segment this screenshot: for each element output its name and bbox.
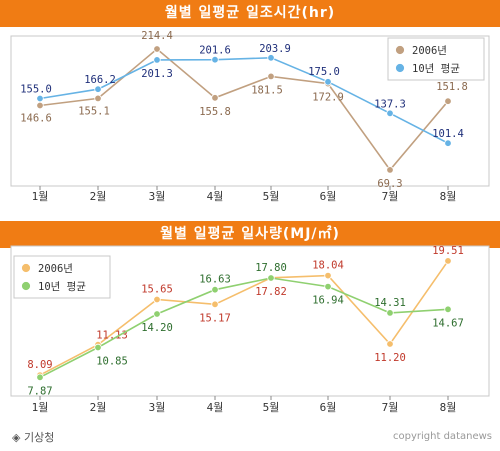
chart1-series2-point [36, 94, 44, 103]
chart2-series2-data-label: 14.31 [374, 297, 406, 309]
chart1-series1-point [94, 94, 102, 103]
chart1-series1-line [39, 47, 449, 172]
chart2-x-tick-label: 2월 [90, 401, 107, 414]
chart1-series1-data-label: 155.8 [199, 106, 231, 118]
chart2-series2-data-label: 10.85 [96, 356, 128, 368]
chart1-x-tick-label: 8월 [440, 190, 457, 203]
chart1-x-tick-label: 7월 [382, 190, 399, 203]
chart1-series2-point [324, 78, 332, 86]
chart1-series2-point [386, 109, 394, 117]
chart1-series2-data-label: 155.0 [20, 84, 52, 96]
chart1-legend-swatch [395, 63, 405, 73]
chart1-legend-box [387, 37, 485, 81]
chart1-x-tick-label: 4월 [207, 190, 224, 203]
chart2-legend-swatch [21, 281, 31, 291]
chart1-series1-data-label: 151.8 [436, 81, 468, 93]
chart2-series2-point [324, 282, 332, 291]
chart2-series2-point [386, 309, 394, 317]
chart2-series1-point [324, 271, 332, 280]
chart1-series2-point [94, 85, 102, 93]
chart1-x-tick-label: 3월 [149, 190, 166, 203]
chart1-series2-point [444, 139, 452, 147]
chart2-x-tick-label: 6월 [320, 401, 337, 414]
chart1-x-tick-label: 5월 [263, 190, 280, 203]
chart2-series2-line [39, 277, 449, 379]
chart1-series1-data-label: 172.9 [312, 92, 344, 104]
chart1-x-tick-label: 1월 [32, 190, 49, 203]
chart1-series1-data-label: 69.3 [377, 178, 402, 190]
chart2-series2-point [211, 286, 219, 294]
chart1-series1-point [36, 101, 44, 110]
chart2-legend-label: 2006년 [38, 263, 73, 275]
chart2-series1-data-label: 15.17 [199, 312, 231, 324]
chart2-series2-data-label: 17.80 [255, 262, 287, 274]
chart2-series1-point [211, 300, 219, 308]
chart2-series1-point [386, 340, 394, 348]
chart2-x-tick-label: 4월 [207, 401, 224, 414]
chart1-series2-data-label: 137.3 [374, 98, 406, 110]
chart2-series1-data-label: 17.82 [255, 286, 287, 298]
chart1-series2-data-label: 203.9 [259, 43, 291, 55]
chart2-series1-data-label: 11.13 [96, 330, 128, 342]
chart2-legend-swatch [21, 263, 31, 273]
chart2-x-tick-label: 1월 [32, 401, 49, 414]
chart2-legend-box [13, 255, 111, 299]
chart2-series2-data-label: 14.20 [141, 322, 173, 334]
chart2-series1-data-label: 18.04 [312, 260, 344, 272]
chart1-title: 월별 일평균 일조시간(hr) [0, 0, 500, 27]
chart2-series2-data-label: 14.67 [432, 317, 464, 329]
chart2-series2-point [36, 373, 44, 381]
chart2-x-tick-label: 5월 [263, 401, 280, 414]
chart1-series2-point [211, 56, 219, 64]
chart2-legend-label: 10년 평균 [38, 281, 86, 293]
chart2-series2-data-label: 16.63 [199, 274, 231, 286]
chart2-title: 월별 일평균 일사량(MJ/㎡) [0, 221, 500, 248]
chart2-series1-data-label: 11.20 [374, 352, 406, 364]
chart1-legend-label: 2006년 [412, 45, 447, 57]
chart1-series1-point [444, 97, 452, 105]
chart1-series1-point [153, 45, 161, 53]
chart1-series1-point [386, 166, 394, 174]
chart2-series2-point [94, 343, 102, 352]
chart2-series1-data-label: 15.65 [141, 284, 173, 296]
chart2-x-tick-label: 8월 [440, 401, 457, 414]
chart2-series1-point [444, 257, 452, 265]
chart1-series1-data-label: 214.4 [141, 30, 173, 42]
chart1-series1-data-label: 155.1 [78, 105, 110, 117]
chart1-series2-data-label: 201.3 [141, 68, 173, 80]
copyright-label: copyright datanews [393, 431, 492, 442]
chart1-series2-data-label: 166.2 [84, 74, 116, 86]
chart1-series2-data-label: 101.4 [432, 128, 464, 140]
chart1-legend-swatch [395, 45, 405, 55]
chart1-series2-point [153, 56, 161, 64]
chart2-series2-data-label: 7.87 [27, 385, 52, 397]
chart1-series2-point [267, 54, 275, 62]
chart1-series2-line [39, 56, 449, 144]
chart1-series1-point [211, 94, 219, 102]
chart2-series1-data-label: 19.51 [432, 245, 464, 257]
chart1-series1-data-label: 181.5 [251, 84, 283, 96]
chart2-x-tick-label: 7월 [382, 401, 399, 414]
chart2-series1-point [153, 295, 161, 304]
chart1-legend-label: 10년 평균 [412, 63, 460, 75]
chart1-series1-data-label: 146.6 [20, 113, 52, 125]
chart1-x-tick-label: 6월 [320, 190, 337, 203]
chart1-series2-data-label: 201.6 [199, 45, 231, 57]
chart2-series1-line [39, 260, 449, 376]
chart1-series2-data-label: 175.0 [308, 66, 340, 78]
chart2-series1-data-label: 8.09 [27, 359, 52, 371]
chart2-series2-point [444, 305, 452, 313]
chart1-series1-point [267, 72, 275, 81]
chart1-x-tick-label: 2월 [90, 190, 107, 203]
chart2-x-tick-label: 3월 [149, 401, 166, 414]
source-label: ◈ 기상청 [12, 431, 55, 444]
chart2-series2-data-label: 16.94 [312, 295, 344, 307]
chart2-series2-point [267, 274, 275, 282]
chart2-series2-point [153, 310, 161, 318]
